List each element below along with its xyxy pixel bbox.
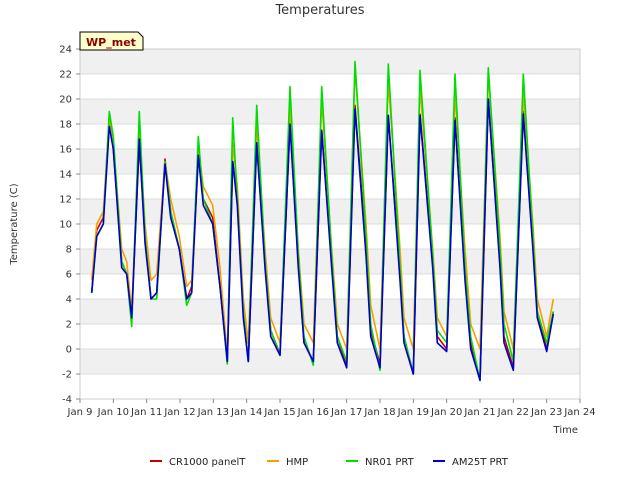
y-tick-label: -2: [62, 370, 72, 381]
x-tick-label: Jan 17: [330, 407, 362, 418]
station-badge-shape: [79, 31, 144, 51]
y-tick-label: 18: [59, 120, 72, 131]
x-tick-label: Jan 9: [67, 407, 93, 418]
grid-band: [80, 99, 580, 124]
station-badge: WP_met: [79, 31, 144, 51]
x-tick-label: Jan 14: [230, 407, 262, 418]
y-axis-title: Temperature (C): [9, 183, 20, 265]
x-tick-label: Jan 18: [363, 407, 395, 418]
x-axis: Jan 9 Jan 10 Jan 11 Jan 12 Jan 13 Jan 14 Jan 1…: [67, 399, 596, 418]
grid-band: [80, 349, 580, 374]
chart-title: Temperatures: [274, 3, 364, 18]
y-tick-label: 4: [66, 295, 72, 306]
y-tick-label: 8: [66, 245, 72, 256]
y-tick-label: 20: [59, 95, 72, 106]
y-tick-label: 14: [59, 170, 72, 181]
x-tick-label: Jan 16: [297, 407, 329, 418]
station-badge-label: WP_met: [86, 36, 136, 49]
x-tick-label: Jan 19: [397, 407, 429, 418]
grid-band: [80, 149, 580, 174]
x-tick-label: Jan 20: [430, 407, 462, 418]
x-tick-label: Jan 10: [97, 407, 129, 418]
x-tick-label: Jan 24: [563, 407, 595, 418]
legend-label: CR1000 panelT: [169, 457, 246, 468]
y-tick-label: 24: [59, 45, 72, 56]
y-tick-label: 2: [66, 320, 72, 331]
y-tick-label: 0: [66, 345, 72, 356]
y-tick-label: 16: [59, 145, 72, 156]
y-tick-label: 12: [59, 195, 72, 206]
legend-label: HMP: [286, 457, 308, 468]
x-tick-label: Jan 12: [163, 407, 195, 418]
legend-label: NR01 PRT: [365, 457, 415, 468]
y-tick-label: 10: [59, 220, 72, 231]
x-axis-title: Time: [553, 425, 578, 436]
legend-label: AM25T PRT: [452, 457, 509, 468]
y-tick-label: -4: [62, 395, 72, 406]
series-lines: [90, 60, 555, 382]
x-tick-label: Jan 11: [130, 407, 162, 418]
y-tick-label: 6: [66, 270, 72, 281]
series-line-4: [90, 98, 555, 382]
y-tick-label: 22: [59, 70, 72, 81]
x-tick-label: Jan 13: [197, 407, 229, 418]
legend: CR1000 panelT HMP NR01 PRT AM25T PRT: [150, 457, 509, 468]
x-tick-label: Jan 15: [263, 407, 295, 418]
grid-band: [80, 299, 580, 324]
grid-band: [80, 49, 580, 74]
x-tick-label: Jan 22: [497, 407, 529, 418]
x-tick-label: Jan 21: [463, 407, 495, 418]
x-tick-label: Jan 23: [530, 407, 562, 418]
